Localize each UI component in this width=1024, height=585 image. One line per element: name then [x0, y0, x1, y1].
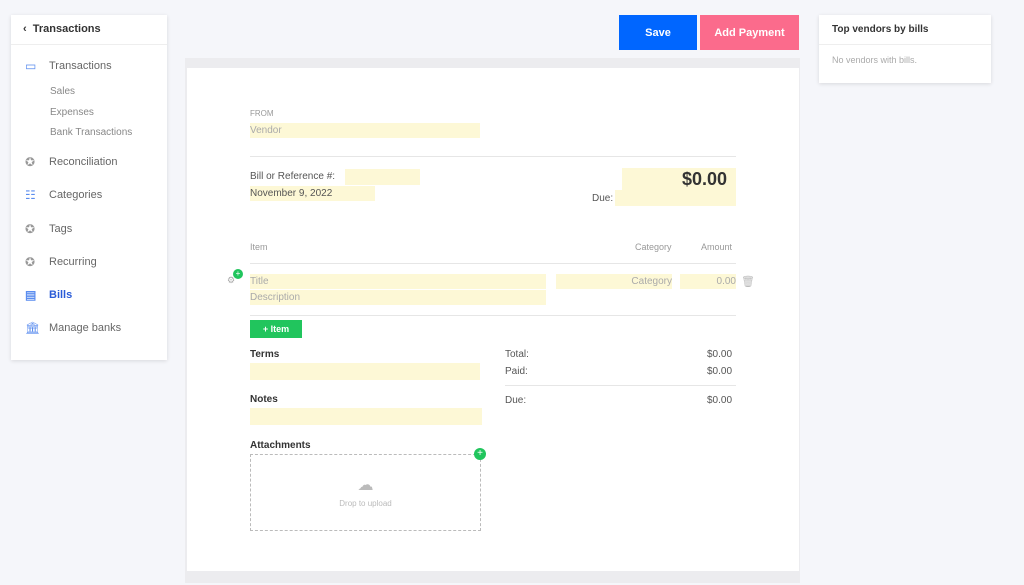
reference-label: Bill or Reference #: [250, 171, 336, 182]
notes-input[interactable] [250, 408, 482, 425]
total-amount: $0.00 [682, 169, 728, 189]
terms-input[interactable] [250, 363, 480, 380]
total-field [622, 168, 736, 190]
balance-due-value: $0.00 [707, 395, 733, 406]
bill-form [187, 68, 799, 571]
sidebar-item-tags[interactable]: ✪ Tags [25, 222, 73, 236]
item-title-input[interactable]: Title [250, 274, 546, 289]
upload-dropzone[interactable]: ☁ Drop to upload [250, 454, 481, 531]
attachments-label: Attachments [250, 440, 311, 451]
save-button[interactable]: Save [619, 15, 697, 50]
divider [250, 263, 736, 264]
reference-input[interactable] [345, 169, 420, 185]
vendor-input[interactable]: Vendor [250, 123, 480, 138]
item-amount-input[interactable]: 0.00 [680, 274, 736, 289]
chevron-left-icon: ‹ [23, 23, 33, 35]
sidebar-item-bills[interactable]: ▤ Bills [25, 288, 73, 302]
add-item-button[interactable]: + Item [250, 320, 302, 338]
top-vendors-title: Top vendors by bills [819, 15, 991, 45]
sidebar-item-recurring[interactable]: ✪ Recurring [25, 255, 97, 269]
back-button[interactable]: ‹ Transactions [11, 15, 167, 45]
terms-label: Terms [250, 349, 280, 360]
bill-icon: ▤ [25, 288, 37, 302]
sidebar: ‹ Transactions ▭ Transactions Sales Expen… [11, 15, 167, 360]
sidebar-item-transactions[interactable]: ▭ Transactions [25, 59, 112, 73]
list-icon: ☷ [25, 188, 36, 202]
top-vendors-panel: Top vendors by bills No vendors with bil… [819, 15, 991, 83]
add-row-icon[interactable]: + [233, 269, 243, 279]
divider [250, 315, 736, 316]
item-description-input[interactable]: Description [250, 290, 546, 305]
paid-label: Paid: [505, 366, 528, 377]
trash-icon[interactable]: 🗑 [741, 276, 755, 288]
column-category: Category [635, 242, 672, 252]
sidebar-item-reconciliation[interactable]: ✪ Reconciliation [25, 155, 118, 169]
top-vendors-empty: No vendors with bills. [832, 55, 918, 65]
wrench-icon: ✪ [25, 155, 36, 169]
from-label: FROM [250, 109, 274, 118]
recurring-icon: ✪ [25, 255, 36, 269]
add-attachment-icon[interactable]: + [474, 448, 486, 460]
sidebar-sub-expenses[interactable]: Expenses [50, 107, 94, 118]
money-icon: ▭ [25, 59, 37, 73]
divider [250, 156, 736, 157]
bank-icon: 🏛 [25, 321, 41, 335]
tag-icon: ✪ [25, 222, 36, 236]
total-label: Total: [505, 349, 529, 360]
divider [505, 385, 736, 386]
drop-text: Drop to upload [339, 499, 392, 508]
column-item: Item [250, 242, 268, 252]
column-amount: Amount [701, 242, 733, 252]
paid-value: $0.00 [707, 366, 733, 377]
drag-handle-icon[interactable]: ⚙ [227, 275, 236, 285]
total-value: $0.00 [707, 349, 733, 360]
cloud-upload-icon: ☁ [357, 477, 374, 494]
sidebar-item-categories[interactable]: ☷ Categories [25, 188, 103, 202]
item-category-select[interactable]: Category [556, 274, 672, 289]
sidebar-sub-bank-transactions[interactable]: Bank Transactions [50, 127, 133, 138]
due-label: Due: [592, 193, 614, 204]
date-input[interactable]: November 9, 2022 [250, 186, 375, 201]
sidebar-sub-sales[interactable]: Sales [50, 86, 76, 97]
balance-due-label: Due: [505, 395, 527, 406]
notes-label: Notes [250, 394, 278, 405]
sidebar-item-manage-banks[interactable]: 🏛 Manage banks [25, 321, 122, 335]
due-date-input[interactable] [615, 190, 736, 206]
add-payment-button[interactable]: Add Payment [700, 15, 799, 50]
